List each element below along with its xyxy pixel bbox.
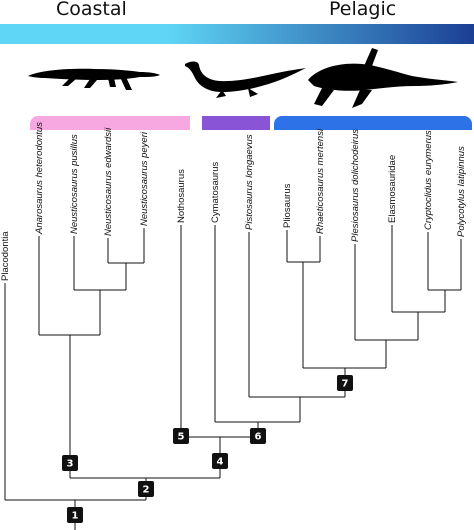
long-neck-swimmer-silhouette-icon [185,61,306,98]
taxon-label: Plesiosaurus dolichodeirus [350,129,361,242]
taxon-label: Neusticosaurus peyeri [139,131,150,226]
node-number: 1 [72,511,79,522]
taxon-label: Nothosaurus [176,169,187,223]
node-badge-6: 6 [250,428,266,444]
node-number: 6 [255,432,262,443]
taxon-labels: Placodontia Anarosaurus heterodontus Neust… [0,122,467,281]
node-badges: 1 2 3 4 5 6 7 [62,375,353,523]
taxon-label: Cryptoclidus eurymerus [423,130,434,230]
node-number: 3 [67,459,74,470]
taxon-label: Anarosaurus heterodontus [34,122,45,235]
node-badge-3: 3 [62,455,78,471]
node-number: 5 [178,432,185,443]
taxon-label: Polycotylus latipinnus [456,146,467,237]
node-number: 7 [342,379,349,390]
node-badge-5: 5 [173,428,189,444]
pelagic-label: Pelagic [329,0,397,20]
plesiosaur-silhouette-icon [308,48,458,108]
taxon-label: Neusticosaurus edwardsii [103,127,114,236]
taxon-label: Cymatosaurus [210,162,221,223]
taxon-label: Pliosaurus [282,183,293,228]
nothosaur-silhouette-icon [28,68,160,90]
taxon-label: Elasmosauridae [387,155,398,223]
node-number: 2 [143,485,150,496]
node-badge-4: 4 [212,453,228,469]
node-badge-2: 2 [138,481,154,497]
habitat-gradient-bar [0,24,474,44]
coastal-label: Coastal [56,0,127,20]
taxon-label: Pistosaurus longaevus [244,134,255,230]
node-badge-1: 1 [67,507,83,523]
node-badge-7: 7 [337,375,353,391]
taxon-label: Rhaeticosaurus mertensi [315,128,326,234]
taxon-label: Placodontia [0,231,11,281]
node-number: 4 [217,457,224,468]
taxon-label: Neusticosaurus pusillus [69,134,80,234]
tree-branches [4,225,462,530]
